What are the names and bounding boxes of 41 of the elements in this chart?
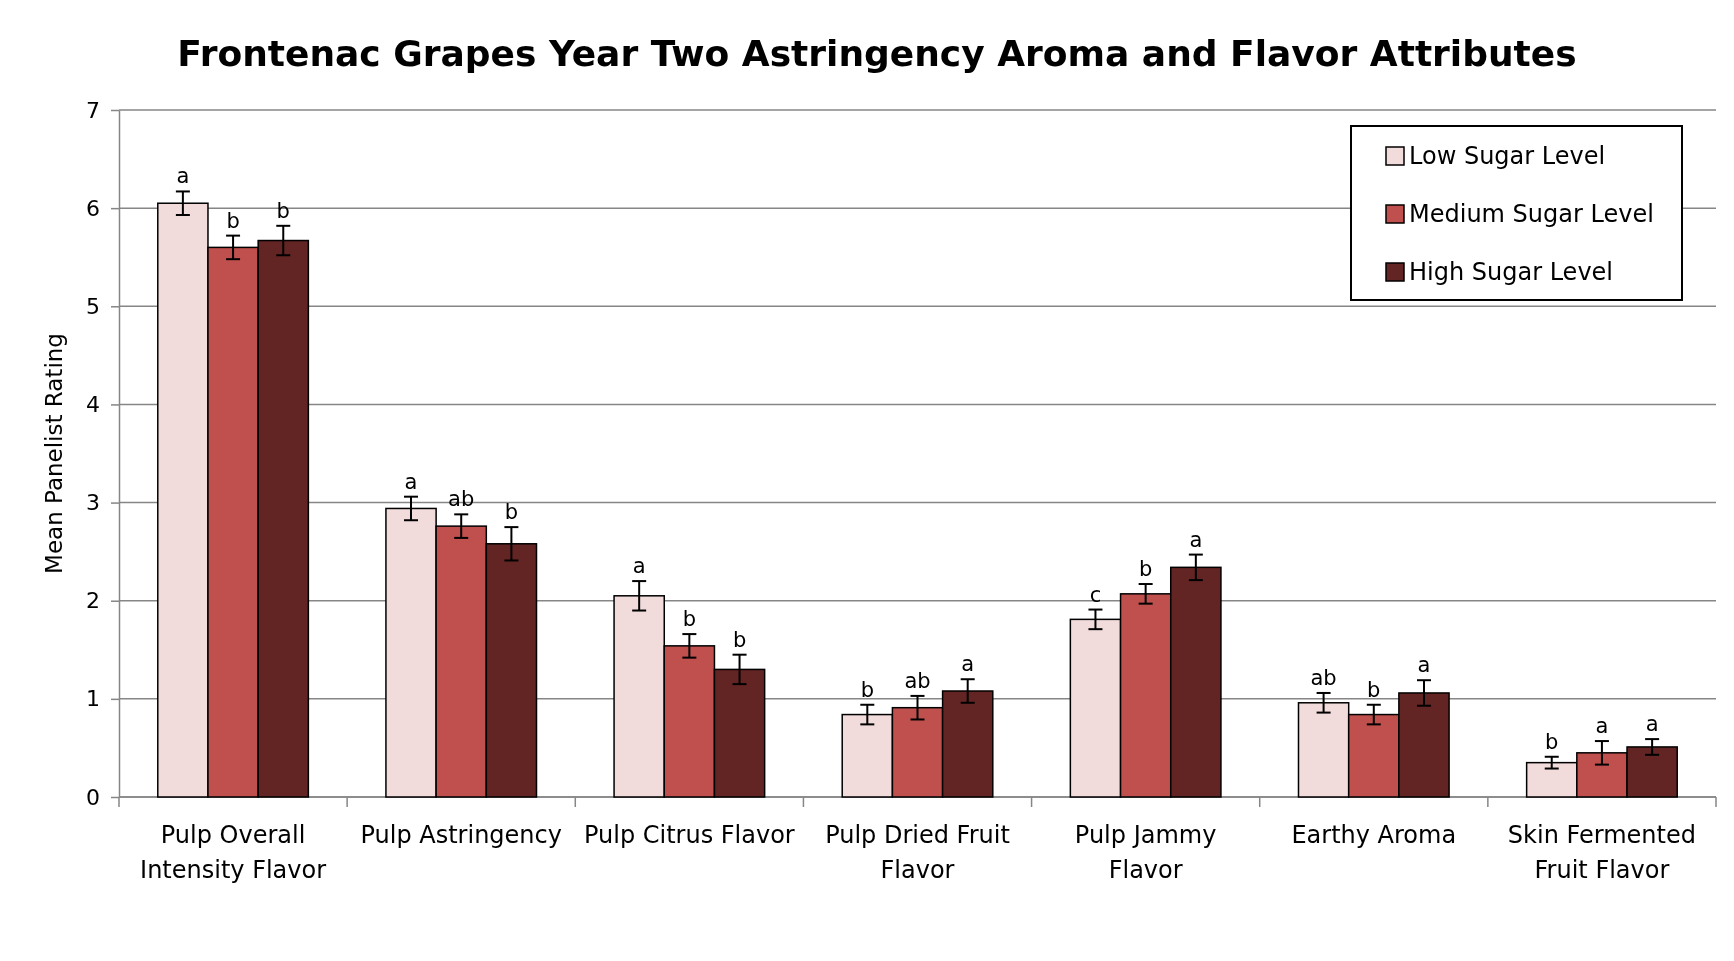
- x-tick-label: Pulp Dried Fruit Flavor: [825, 821, 1010, 884]
- data-label: a: [1189, 527, 1203, 552]
- legend-label: Low Sugar Level: [1409, 142, 1606, 170]
- x-tick-label: Skin Fermented Fruit Flavor: [1507, 821, 1696, 884]
- data-label: a: [961, 652, 975, 677]
- x-tick-label: Pulp Jammy Flavor: [1074, 821, 1217, 884]
- y-tick-label: 7: [86, 97, 100, 123]
- data-label: b: [276, 198, 290, 223]
- data-label: a: [1595, 714, 1609, 739]
- chart-title: Frontenac Grapes Year Two Astringency Aroma and Flavor Attributes: [177, 33, 1577, 74]
- legend-label: Medium Sugar Level: [1409, 200, 1654, 228]
- x-tick-label: Earthy Aroma: [1291, 821, 1457, 849]
- data-label: b: [682, 607, 697, 632]
- y-tick-label: 2: [86, 588, 100, 614]
- data-label: ab: [1310, 665, 1337, 690]
- data-label: a: [632, 554, 646, 579]
- data-label: a: [1417, 653, 1431, 678]
- data-label: a: [1645, 712, 1659, 737]
- y-tick-label: 5: [86, 293, 100, 319]
- y-axis-title: Mean Panelist Rating: [41, 333, 67, 574]
- data-label: b: [1138, 557, 1153, 582]
- data-label: ab: [904, 668, 931, 693]
- legend-label: High Sugar Level: [1409, 258, 1614, 286]
- data-label: b: [860, 677, 874, 702]
- data-label: b: [732, 627, 747, 652]
- data-label: b: [1367, 677, 1381, 702]
- data-label: c: [1089, 582, 1102, 607]
- y-tick-label: 3: [86, 490, 100, 516]
- y-tick-label: 6: [86, 195, 100, 221]
- x-tick-label: Pulp Overall Intensity Flavor: [140, 821, 327, 884]
- x-tick-label: Pulp Astringency: [360, 821, 562, 849]
- data-label: b: [226, 208, 240, 233]
- data-label: b: [504, 500, 519, 525]
- y-tick-label: 0: [86, 784, 100, 810]
- y-tick-label: 1: [86, 686, 100, 712]
- data-label: a: [404, 469, 418, 494]
- x-tick-label: Pulp Citrus Flavor: [583, 821, 795, 849]
- data-label: ab: [448, 487, 475, 512]
- data-label: a: [176, 164, 190, 189]
- y-tick-label: 4: [86, 391, 100, 417]
- data-label: b: [1545, 729, 1559, 754]
